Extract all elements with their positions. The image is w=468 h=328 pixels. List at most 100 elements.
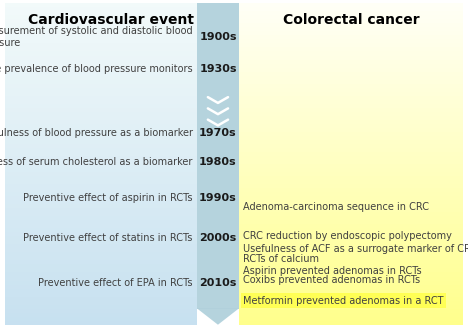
Bar (239, 312, 463, 317)
Text: 2000s: 2000s (199, 233, 236, 243)
Bar (239, 248, 463, 253)
Bar (5, 19, 197, 23)
Bar (239, 264, 463, 268)
Bar (5, 135, 197, 140)
Bar (239, 35, 463, 39)
Bar (5, 39, 197, 44)
Bar (5, 304, 197, 309)
Bar (5, 244, 197, 248)
Bar (5, 127, 197, 132)
Bar (239, 123, 463, 128)
Bar (5, 280, 197, 285)
Bar (239, 147, 463, 152)
Bar (239, 131, 463, 136)
Text: Usefulness of serum cholesterol as a biomarker: Usefulness of serum cholesterol as a bio… (0, 157, 193, 167)
Text: 1930s: 1930s (199, 64, 237, 74)
Bar (5, 167, 197, 172)
Bar (5, 143, 197, 148)
Bar (5, 316, 197, 321)
Bar (5, 163, 197, 168)
Bar (5, 159, 197, 164)
Bar (5, 320, 197, 325)
Text: 1990s: 1990s (199, 193, 237, 203)
Bar (5, 31, 197, 35)
Bar (5, 87, 197, 92)
Bar (239, 115, 463, 120)
Bar (5, 212, 197, 216)
Bar (5, 63, 197, 68)
Bar (5, 55, 197, 60)
Bar (239, 159, 463, 164)
Bar (239, 43, 463, 48)
Bar (239, 272, 463, 277)
Bar (239, 39, 463, 44)
Bar (239, 127, 463, 132)
Bar (239, 79, 463, 84)
Bar (5, 192, 197, 196)
Bar (239, 240, 463, 244)
Bar (5, 103, 197, 108)
Bar (239, 75, 463, 80)
Bar (5, 264, 197, 268)
Bar (5, 188, 197, 192)
Text: Preventive effect of statins in RCTs: Preventive effect of statins in RCTs (23, 233, 193, 243)
Bar (239, 111, 463, 116)
Bar (239, 252, 463, 256)
Bar (239, 155, 463, 160)
Bar (239, 51, 463, 55)
Bar (239, 103, 463, 108)
Bar (239, 296, 463, 300)
Bar (5, 67, 197, 72)
Bar (5, 272, 197, 277)
Bar (5, 208, 197, 212)
Bar (5, 224, 197, 228)
Text: Preventive effect of aspirin in RCTs: Preventive effect of aspirin in RCTs (23, 193, 193, 203)
Bar (239, 63, 463, 68)
Bar (5, 15, 197, 19)
Bar (239, 260, 463, 264)
Bar (239, 163, 463, 168)
Bar (239, 119, 463, 124)
Text: 1980s: 1980s (199, 157, 237, 167)
Bar (239, 208, 463, 212)
Bar (239, 276, 463, 280)
Bar (239, 151, 463, 156)
Bar (5, 248, 197, 253)
Text: RCTs of calcium: RCTs of calcium (243, 254, 319, 264)
Bar (5, 308, 197, 313)
Bar (5, 35, 197, 39)
Bar (239, 95, 463, 100)
Bar (239, 316, 463, 321)
Bar (5, 240, 197, 244)
Bar (5, 27, 197, 31)
Bar (239, 67, 463, 72)
Bar (239, 256, 463, 260)
Bar (239, 27, 463, 31)
Text: Aspirin prevented adenomas in RCTs: Aspirin prevented adenomas in RCTs (243, 266, 422, 276)
Bar (239, 175, 463, 180)
Bar (5, 232, 197, 236)
Bar (5, 131, 197, 136)
Bar (239, 292, 463, 297)
Bar (5, 3, 197, 7)
Bar (5, 296, 197, 300)
Bar (5, 59, 197, 64)
Bar (239, 139, 463, 144)
Polygon shape (197, 309, 239, 325)
Bar (5, 139, 197, 144)
Bar (239, 11, 463, 15)
Bar (5, 312, 197, 317)
Text: Metformin prevented adenomas in a RCT: Metformin prevented adenomas in a RCT (243, 296, 444, 306)
Bar (5, 252, 197, 256)
Bar (5, 123, 197, 128)
Bar (239, 107, 463, 112)
Bar (239, 224, 463, 228)
Bar (239, 23, 463, 28)
Text: Cardiovascular event: Cardiovascular event (28, 13, 194, 27)
Bar (5, 151, 197, 156)
Bar (5, 47, 197, 51)
Bar (239, 228, 463, 232)
Bar (5, 71, 197, 76)
Bar (239, 195, 463, 200)
Bar (239, 232, 463, 236)
